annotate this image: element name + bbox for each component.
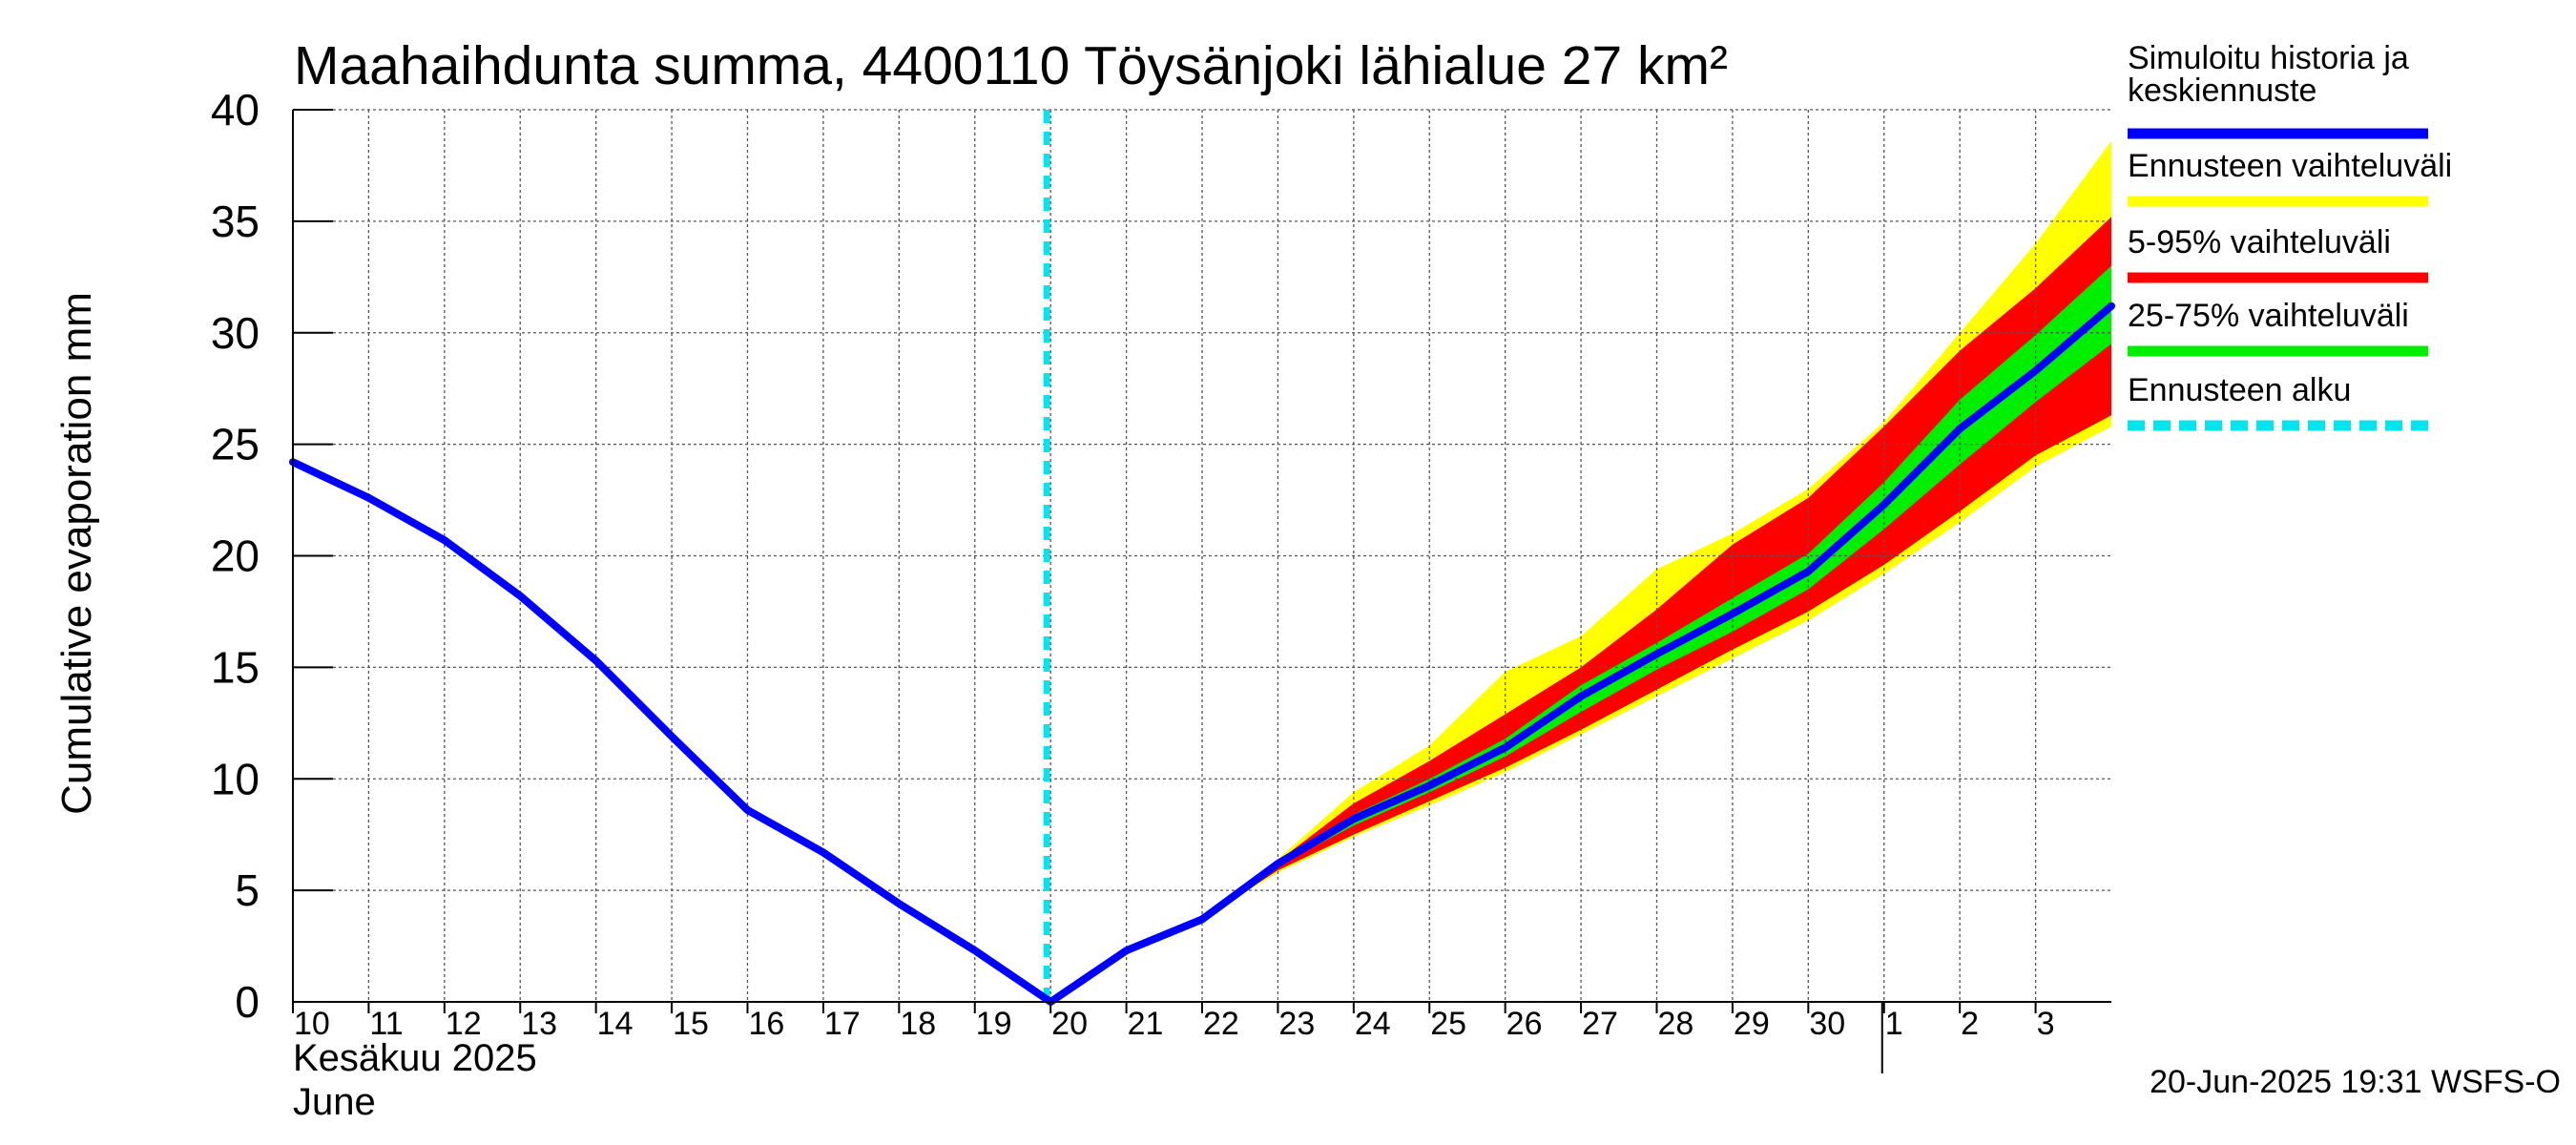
x-tick-label: 17 xyxy=(824,1006,861,1042)
median-series xyxy=(289,302,2115,1006)
y-tick-label: 10 xyxy=(211,754,260,803)
x-tick-label: 21 xyxy=(1128,1006,1164,1042)
legend-label: 5-95% vaihteluväli xyxy=(2128,224,2391,260)
y-tick-label: 30 xyxy=(211,308,260,358)
x-tick-label: 24 xyxy=(1355,1006,1391,1042)
y-tick-label: 20 xyxy=(211,531,260,581)
x-tick-label: 16 xyxy=(749,1006,785,1042)
x-tick-label: 13 xyxy=(521,1006,557,1042)
x-tick-label: 28 xyxy=(1658,1006,1694,1042)
legend-label: Ennusteen alku xyxy=(2128,372,2351,408)
x-tick-label: 30 xyxy=(1809,1006,1845,1042)
y-tick-label: 35 xyxy=(211,197,260,246)
x-tick-label: 27 xyxy=(1582,1006,1618,1042)
x-tick-label: 29 xyxy=(1734,1006,1770,1042)
x-tick-label: 15 xyxy=(673,1006,709,1042)
x-tick-label: 10 xyxy=(294,1006,330,1042)
x-tick-label: 12 xyxy=(446,1006,482,1042)
x-tick-label: 26 xyxy=(1506,1006,1543,1042)
y-tick-label: 0 xyxy=(235,977,260,1027)
grid xyxy=(292,109,2111,1003)
x-tick-label: 14 xyxy=(597,1006,634,1042)
timestamp: 20-Jun-2025 19:31 WSFS-O xyxy=(2150,1064,2561,1100)
x-tick-label: 3 xyxy=(2037,1006,2055,1042)
y-tick-label: 40 xyxy=(211,85,260,135)
x-tick-label: 22 xyxy=(1203,1006,1239,1042)
legend-label: 25-75% vaihteluväli xyxy=(2128,298,2409,334)
y-axis-label: Cumulative evaporation mm xyxy=(53,292,100,815)
x-tick-label: 2 xyxy=(1961,1006,1979,1042)
x-tick-label: 19 xyxy=(976,1006,1012,1042)
x-axis-month-label: Kesäkuu 2025 xyxy=(293,1037,537,1079)
median-line xyxy=(289,302,2115,1006)
x-tick-label: 11 xyxy=(369,1006,403,1042)
x-axis-month-label-en: June xyxy=(293,1081,376,1123)
chart-title: Maahaihdunta summa, 4400110 Töysänjoki l… xyxy=(294,35,1728,96)
y-tick-label: 25 xyxy=(211,420,260,469)
legend-label: keskiennuste xyxy=(2128,73,2316,109)
legend-label: Ennusteen vaihteluväli xyxy=(2128,148,2452,184)
x-tick-label: 18 xyxy=(900,1006,936,1042)
y-tick-label: 5 xyxy=(235,865,260,915)
y-tick-label: 15 xyxy=(211,642,260,692)
legend-label: Simuloitu historia ja xyxy=(2128,40,2409,76)
x-tick-label: 20 xyxy=(1051,1006,1088,1042)
x-tick-label: 23 xyxy=(1278,1006,1315,1042)
x-tick-label: 1 xyxy=(1885,1006,1903,1042)
x-tick-label: 25 xyxy=(1430,1006,1466,1042)
